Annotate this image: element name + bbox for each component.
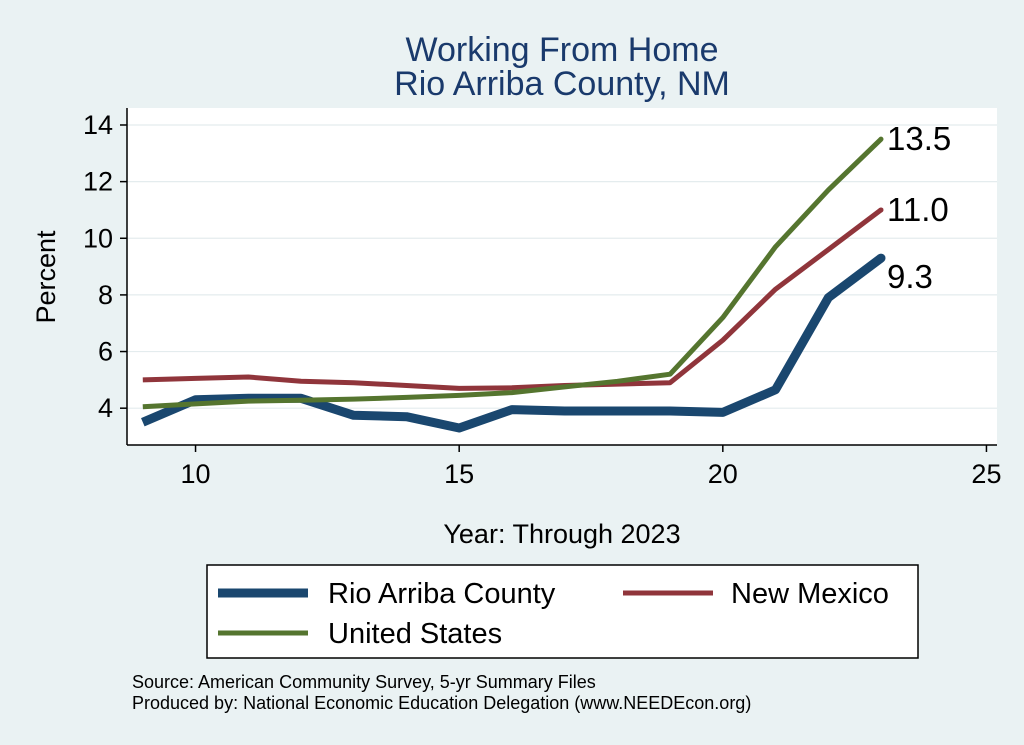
legend-box xyxy=(206,564,919,659)
series-layer xyxy=(141,136,886,433)
y-tick-label: 4 xyxy=(98,393,113,423)
x-tick-label: 25 xyxy=(971,459,1001,489)
end-label-new-mexico: 11.0 xyxy=(887,191,949,228)
end-point-united-states xyxy=(878,136,884,142)
end-labels: 9.3 11.0 13.5 xyxy=(887,120,951,295)
legend-label-new-mexico: New Mexico xyxy=(731,578,889,610)
y-ticks: 4 6 8 10 12 14 xyxy=(83,110,127,423)
y-tick-label: 12 xyxy=(83,167,113,197)
end-point-new-mexico xyxy=(878,207,884,213)
producer-note: Produced by: National Economic Education… xyxy=(132,693,751,713)
series-line-united-states xyxy=(142,137,883,410)
y-tick-label: 6 xyxy=(98,337,113,367)
chart-title-line-1: Working From Home xyxy=(406,31,719,69)
x-axis-title: Year: Through 2023 xyxy=(443,519,680,549)
legend: Rio Arriba County New Mexico United Stat… xyxy=(206,564,919,659)
y-tick-label: 8 xyxy=(98,280,113,310)
axes xyxy=(126,108,997,446)
legend-label-rio-arriba: Rio Arriba County xyxy=(328,578,556,610)
source-note: Source: American Community Survey, 5-yr … xyxy=(132,672,596,692)
x-ticks: 10 15 20 25 xyxy=(181,445,1001,489)
legend-label-united-states: United States xyxy=(328,618,502,650)
x-tick-label: 15 xyxy=(444,459,474,489)
y-tick-label: 10 xyxy=(83,223,113,253)
end-point-rio-arriba-county xyxy=(876,253,886,263)
series-line-new-mexico xyxy=(142,207,883,391)
y-axis-title: Percent xyxy=(31,230,61,324)
end-label-united-states: 13.5 xyxy=(887,120,951,157)
series-line-rio-arriba-county xyxy=(141,254,884,433)
x-tick-label: 10 xyxy=(181,459,211,489)
y-tick-label: 14 xyxy=(83,110,113,140)
x-tick-label: 20 xyxy=(708,459,738,489)
chart-title-line-2: Rio Arriba County, NM xyxy=(394,65,730,103)
end-label-rio-arriba-county: 9.3 xyxy=(887,258,933,295)
